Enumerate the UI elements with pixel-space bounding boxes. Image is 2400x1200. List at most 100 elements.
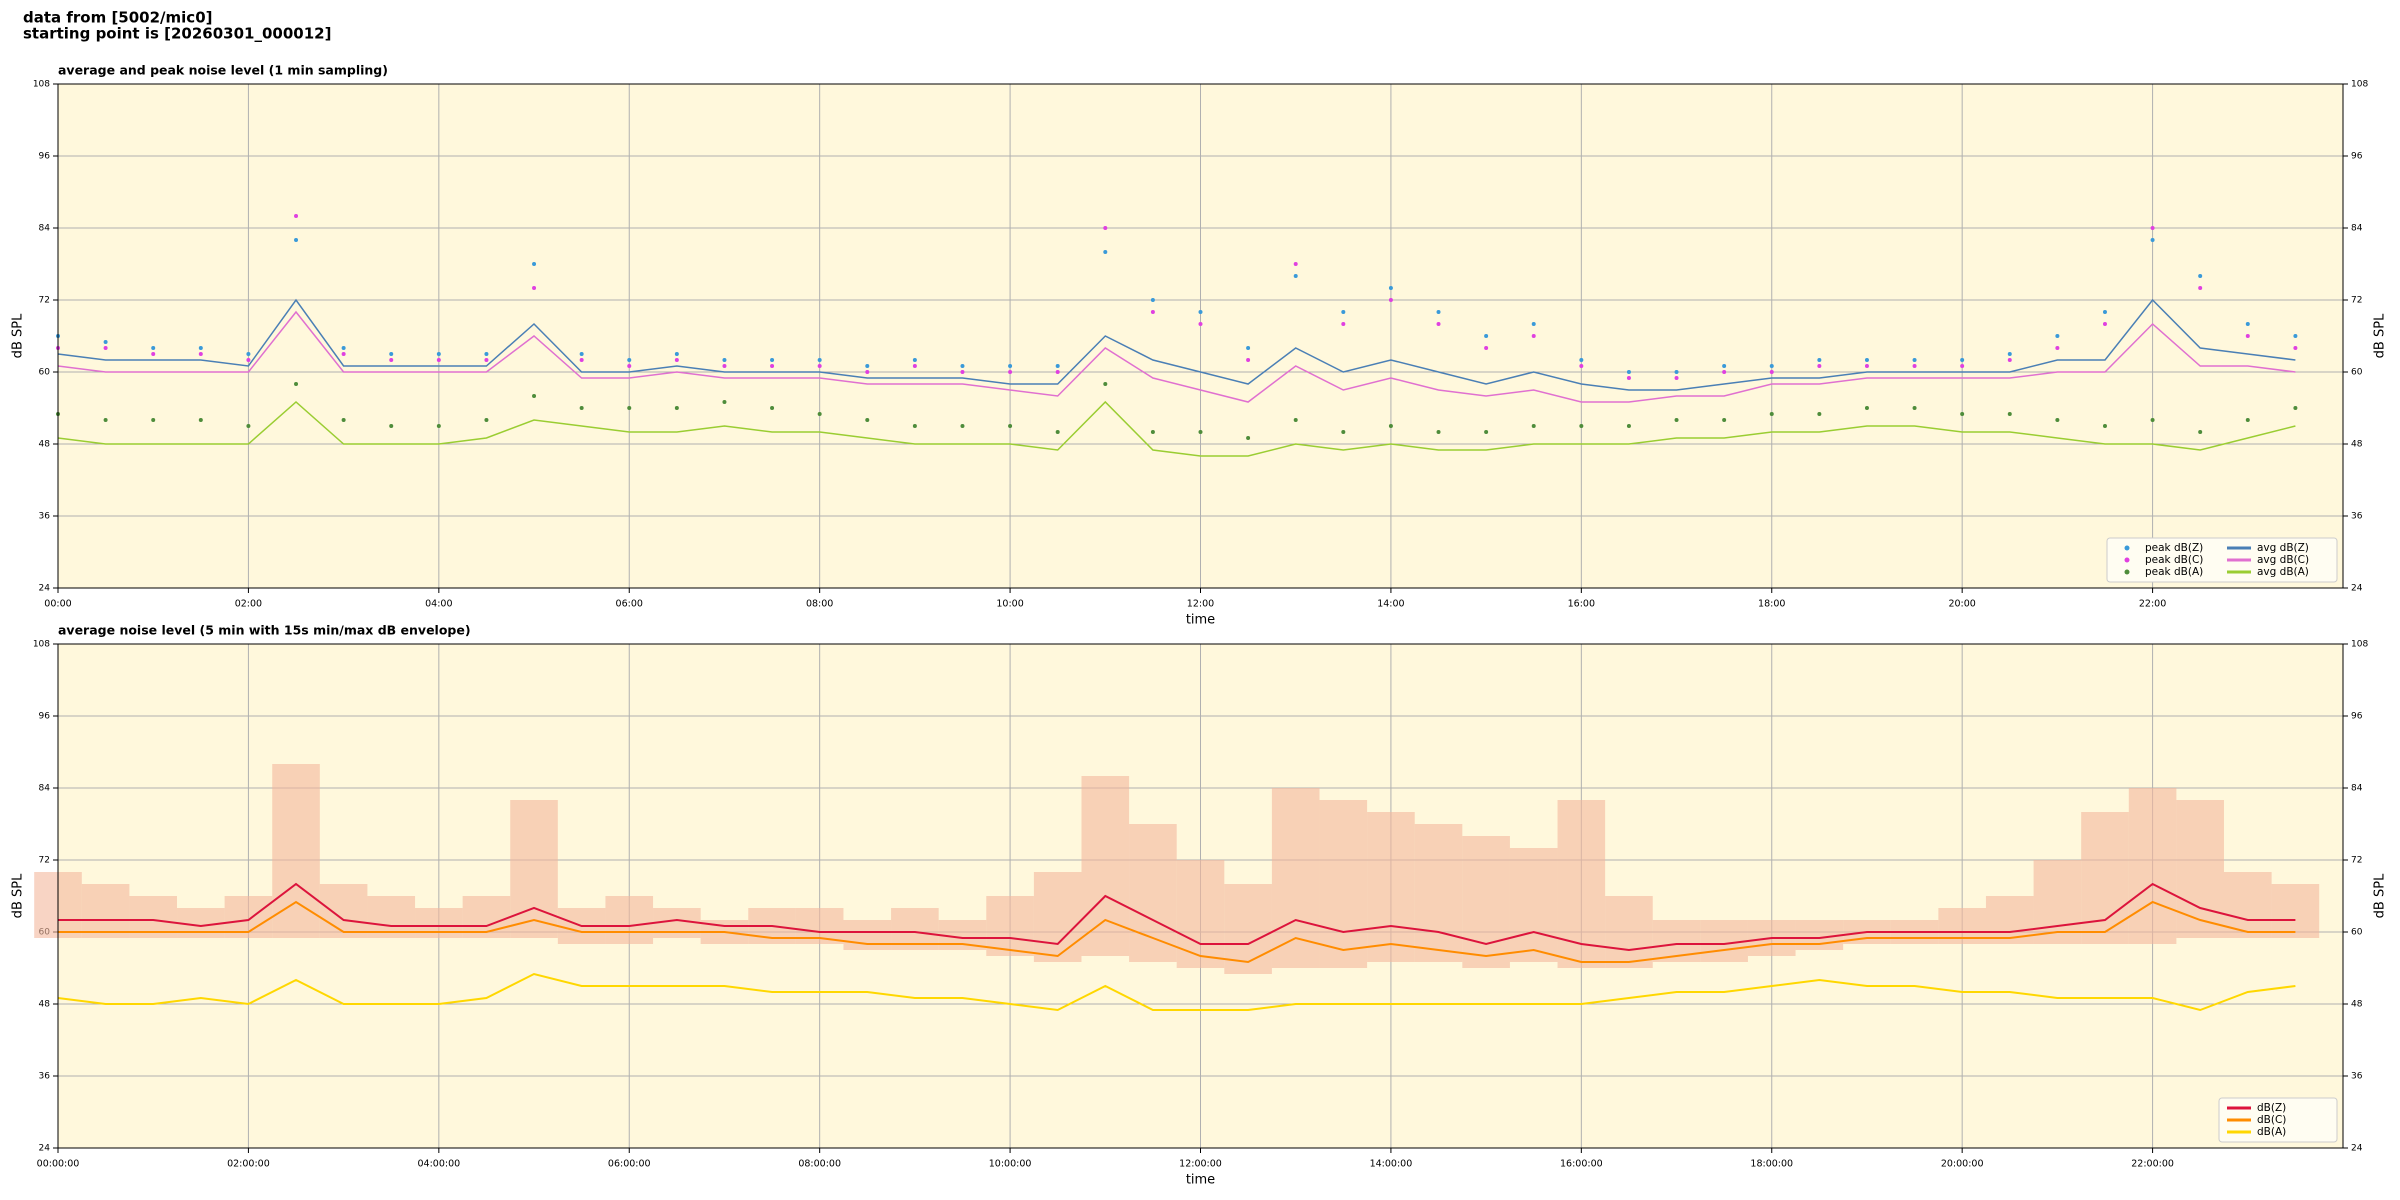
peak-point — [1198, 310, 1203, 314]
envelope — [319, 884, 368, 938]
peak-point — [436, 424, 441, 428]
peak-point — [1722, 370, 1727, 374]
peak-point — [817, 364, 822, 368]
y2-tick-label: 96 — [2351, 152, 2363, 162]
legend-label: dB(A) — [2257, 1126, 2286, 1138]
peak-point — [912, 358, 917, 362]
peak-point — [817, 358, 822, 362]
x-tick-label: 22:00 — [2139, 599, 2166, 610]
peak-point — [1103, 250, 1108, 254]
plot-frame — [57, 83, 2344, 589]
y-tick-label: 108 — [33, 640, 50, 650]
y2-axis-label: dB SPL — [2373, 313, 2388, 358]
series-line — [58, 882, 2296, 952]
series-line — [57, 400, 2296, 457]
envelope — [2033, 860, 2082, 944]
legend-label: dB(Z) — [2257, 1102, 2286, 1114]
peak-point — [198, 418, 203, 422]
series-line — [57, 310, 2296, 403]
peak-point — [2245, 322, 2250, 326]
peak-point — [484, 358, 489, 362]
peak-point — [912, 364, 917, 368]
peak-point — [1341, 322, 1346, 326]
peak-point — [1436, 430, 1441, 434]
envelope — [2081, 812, 2129, 944]
peak-point — [1960, 412, 1965, 416]
y2-axis-label: dB SPL — [2373, 873, 2388, 918]
peak-point — [2293, 334, 2298, 338]
peak-point — [912, 424, 917, 428]
peak-point — [2102, 322, 2107, 326]
peak-point — [1150, 310, 1155, 314]
series-line — [57, 298, 2296, 391]
peak-point — [1198, 430, 1203, 434]
peak-point — [2007, 412, 2012, 416]
peak-point — [722, 364, 727, 368]
peak-point — [2007, 358, 2012, 362]
peak-point — [246, 352, 251, 356]
peak-point — [2198, 274, 2203, 278]
peak-point — [1817, 364, 1822, 368]
envelope — [1462, 836, 1510, 968]
peak-point — [770, 406, 775, 410]
x-tick-label: 02:00:00 — [227, 1159, 270, 1170]
legend-label: peak dB(Z) — [2145, 542, 2203, 554]
peak-point — [1008, 370, 1013, 374]
peak-point — [2007, 352, 2012, 356]
y2-tick-label: 108 — [2351, 640, 2368, 650]
x-tick-label: 06:00 — [616, 599, 643, 610]
series-line — [58, 900, 2296, 964]
envelope — [510, 800, 558, 938]
peak-point — [2102, 424, 2107, 428]
peak-point — [579, 406, 584, 410]
peak-point — [532, 262, 537, 266]
y-tick-label: 108 — [33, 80, 50, 90]
peak-point — [151, 346, 156, 350]
peak-point — [817, 412, 822, 416]
envelope — [1414, 824, 1463, 962]
peak-point — [1674, 376, 1679, 380]
peak-point — [2198, 430, 2203, 434]
peak-point — [1293, 262, 1298, 266]
peak-point — [1008, 364, 1013, 368]
peak-point — [1579, 364, 1584, 368]
y-tick-label: 48 — [39, 1000, 51, 1010]
legend-label: avg dB(Z) — [2257, 542, 2309, 554]
y-tick-label: 72 — [39, 856, 50, 866]
y2-tick-label: 36 — [2351, 1072, 2363, 1082]
x-tick-label: 12:00 — [1187, 599, 1214, 610]
y2-tick-label: 48 — [2351, 440, 2363, 450]
x-axis-label: time — [1186, 1173, 1215, 1188]
peak-point — [294, 214, 299, 218]
x-axis-label: time — [1186, 613, 1215, 628]
x-tick-label: 04:00 — [425, 599, 452, 610]
peak-point — [1436, 322, 1441, 326]
peak-point — [1579, 358, 1584, 362]
y2-tick-label: 36 — [2351, 512, 2363, 522]
peak-point — [1484, 334, 1489, 338]
peak-point — [2293, 346, 2298, 350]
peak-point — [341, 346, 346, 350]
x-tick-label: 00:00 — [44, 599, 71, 610]
peak-point — [1484, 346, 1489, 350]
x-tick-label: 20:00:00 — [1941, 1159, 1984, 1170]
peak-point — [103, 346, 108, 350]
envelope — [1605, 896, 1653, 968]
peak-point — [1341, 310, 1346, 314]
y-tick-label: 48 — [39, 440, 51, 450]
y-axis-label: dB SPL — [11, 873, 26, 918]
peak-point — [151, 418, 156, 422]
x-tick-label: 20:00 — [1948, 599, 1975, 610]
envelope — [272, 764, 320, 938]
peak-point — [865, 364, 870, 368]
x-tick-label: 14:00 — [1377, 599, 1404, 610]
peak-point — [2055, 334, 2060, 338]
y-tick-label: 36 — [39, 512, 51, 522]
peak-point — [1531, 322, 1536, 326]
peak-point — [1674, 370, 1679, 374]
peak-point — [2055, 346, 2060, 350]
peak-point — [627, 364, 632, 368]
legend-marker — [2124, 557, 2130, 563]
envelope — [1509, 848, 1558, 962]
peak-point — [1293, 274, 1298, 278]
